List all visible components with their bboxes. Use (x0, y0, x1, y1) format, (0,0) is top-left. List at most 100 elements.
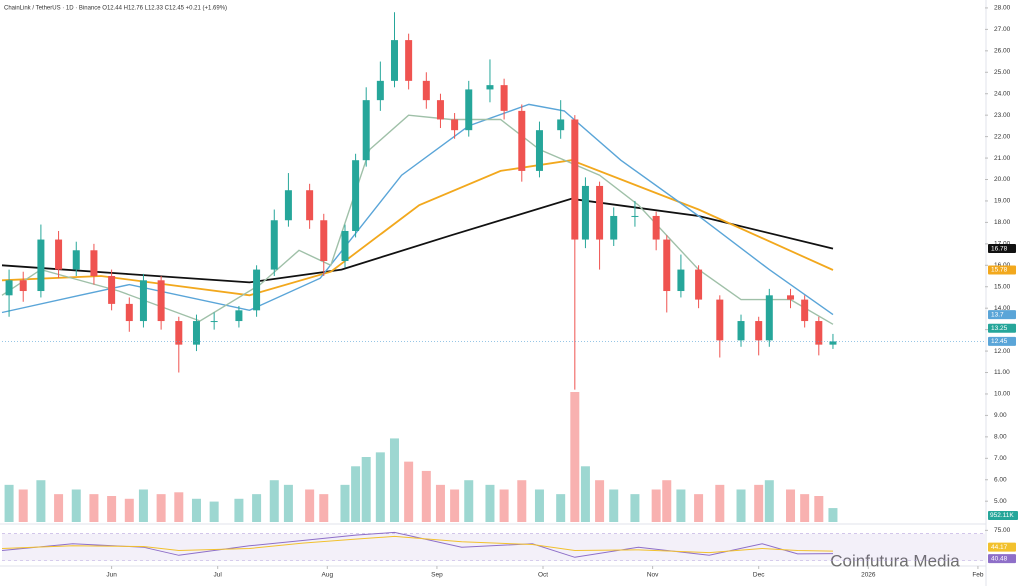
candle-body (362, 100, 370, 161)
candle-body (352, 160, 360, 231)
candle-body (175, 321, 183, 345)
watermark: Coinfutura Media (830, 551, 960, 570)
volume-bar (4, 484, 14, 522)
y-tick-label: 18.00 (994, 219, 1011, 226)
volume-bar (786, 489, 796, 522)
candle-body (405, 40, 413, 81)
price-badge-label: 13.25 (991, 325, 1008, 332)
x-tick-label: Dec (753, 572, 765, 579)
volume-bar (464, 480, 474, 522)
candle-body (486, 85, 494, 90)
volume-bar (517, 480, 527, 522)
volume-bar (570, 392, 580, 522)
volume-bar (54, 494, 64, 522)
candle-body (500, 85, 508, 111)
volume-bar (389, 438, 399, 522)
rsi-tick-label: 75.00 (994, 527, 1011, 534)
x-tick-label: Jun (106, 572, 117, 579)
volume-bar (107, 496, 117, 522)
candle-body (55, 239, 63, 270)
volume-bar (375, 452, 385, 522)
volume-bar (499, 489, 509, 522)
price-badge (988, 310, 1016, 320)
x-tick-label: 2026 (861, 572, 876, 579)
y-tick-label: 11.00 (994, 369, 1010, 376)
candle-body (815, 321, 823, 345)
y-tick-label: 8.00 (994, 434, 1007, 441)
candle-body (125, 303, 133, 322)
candle-body (518, 110, 526, 171)
volume-bar (651, 489, 661, 522)
rsi-line (1, 535, 834, 554)
y-tick-label: 9.00 (994, 412, 1007, 419)
candle-body (306, 190, 314, 221)
volume-bar (89, 494, 99, 522)
y-tick-label: 7.00 (994, 455, 1007, 462)
chart-title: ChainLink / TetherUS · 1D · Binance O12.… (4, 6, 227, 12)
volume-bar (715, 484, 725, 522)
volume-bar (361, 457, 371, 522)
volume-bar (764, 480, 774, 522)
rsi-band (2, 533, 985, 561)
y-tick-label: 23.00 (994, 112, 1011, 119)
volume-bar (71, 489, 81, 522)
y-tick-label: 24.00 (994, 90, 1011, 97)
candle-body (192, 321, 200, 345)
y-tick-label: 20.00 (994, 176, 1011, 183)
candle-body (235, 310, 243, 322)
price-badge-label: 16.78 (991, 245, 1008, 252)
volume-bar (676, 489, 686, 522)
y-tick-label: 5.00 (994, 498, 1007, 505)
y-tick-label: 14.00 (994, 305, 1011, 312)
price-badge (988, 323, 1016, 333)
volume-bar (351, 466, 361, 522)
y-tick-label: 19.00 (994, 198, 1011, 205)
x-tick-label: Jul (214, 572, 223, 579)
candle-body (390, 40, 398, 81)
volume-bar (609, 489, 619, 522)
volume-bar (209, 501, 219, 522)
candle-body (139, 280, 147, 322)
volume-bar (662, 480, 672, 522)
candle-body (341, 230, 349, 261)
volume-bar (18, 489, 28, 522)
y-tick-label: 12.00 (994, 348, 1011, 355)
candle-body (787, 295, 795, 300)
candle-body (72, 250, 80, 270)
volume-badge-label: 952.11K (990, 512, 1014, 519)
price-badge (988, 265, 1016, 275)
volume-bar (534, 489, 544, 522)
candle-body (571, 119, 579, 240)
volume-bar (305, 489, 315, 522)
volume-bar (814, 496, 824, 522)
volume-bar (800, 494, 810, 522)
candle-body (596, 185, 604, 240)
price-badge (988, 542, 1016, 552)
volume-bar (234, 498, 244, 522)
y-tick-label: 26.00 (994, 48, 1011, 55)
volume-bar (580, 466, 590, 522)
volume-bar (252, 494, 262, 522)
candle-body (422, 80, 430, 101)
candle-body (37, 239, 45, 292)
candle-body (5, 280, 13, 296)
candle-body (557, 119, 565, 131)
x-tick-label: Aug (322, 572, 334, 579)
volume-bar (556, 494, 566, 522)
candle-body (716, 299, 724, 341)
volume-bar (340, 484, 350, 522)
volume-bar (124, 498, 134, 522)
volume-bar (283, 484, 293, 522)
candle-body (663, 239, 671, 292)
volume-bar (191, 498, 201, 522)
candle-body (320, 220, 328, 261)
moving-average (1, 197, 834, 284)
y-tick-label: 28.00 (994, 5, 1011, 12)
candle-body (581, 185, 589, 240)
volume-bar (630, 494, 640, 522)
candle-body (755, 321, 763, 341)
candle-body (652, 215, 660, 240)
price-badge-label: 12.45 (991, 338, 1008, 345)
